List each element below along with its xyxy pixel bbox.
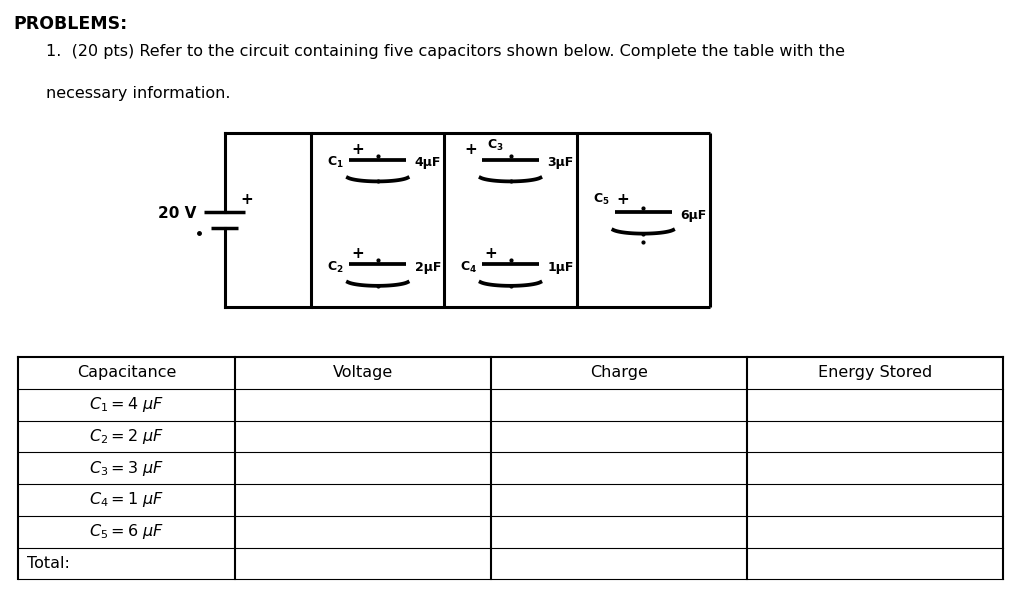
Text: Total:: Total: bbox=[27, 556, 69, 571]
Text: 1μF: 1μF bbox=[547, 261, 574, 274]
Text: Capacitance: Capacitance bbox=[77, 365, 177, 381]
Text: $C_4 = 1\ \mu F$: $C_4 = 1\ \mu F$ bbox=[89, 490, 164, 509]
Text: $C_5 = 6\ \mu F$: $C_5 = 6\ \mu F$ bbox=[89, 522, 164, 541]
Text: +: + bbox=[617, 192, 629, 206]
Text: +: + bbox=[484, 246, 496, 261]
Text: necessary information.: necessary information. bbox=[46, 86, 231, 100]
Text: +: + bbox=[351, 142, 363, 157]
Text: $C_2 = 2\ \mu F$: $C_2 = 2\ \mu F$ bbox=[89, 427, 164, 446]
Text: 6μF: 6μF bbox=[680, 208, 707, 222]
Text: Charge: Charge bbox=[590, 365, 647, 381]
Text: 2μF: 2μF bbox=[415, 261, 441, 274]
Text: $\mathbf{C_1}$: $\mathbf{C_1}$ bbox=[328, 155, 344, 171]
Text: Voltage: Voltage bbox=[333, 365, 393, 381]
Text: 1.  (20 pts) Refer to the circuit containing five capacitors shown below. Comple: 1. (20 pts) Refer to the circuit contain… bbox=[46, 44, 845, 59]
Text: 4μF: 4μF bbox=[415, 156, 441, 169]
Text: $C_3 = 3\ \mu F$: $C_3 = 3\ \mu F$ bbox=[89, 458, 164, 478]
Text: +: + bbox=[351, 246, 363, 261]
Text: $\mathbf{C_5}$: $\mathbf{C_5}$ bbox=[593, 192, 610, 206]
Text: +: + bbox=[465, 142, 477, 157]
Text: +: + bbox=[241, 192, 253, 207]
Text: $\mathbf{C_3}$: $\mathbf{C_3}$ bbox=[487, 137, 503, 153]
Text: 20 V: 20 V bbox=[157, 206, 196, 221]
Text: $\mathbf{C_2}$: $\mathbf{C_2}$ bbox=[328, 260, 344, 275]
Text: 3μF: 3μF bbox=[547, 156, 574, 169]
Text: $C_1 = 4\ \mu F$: $C_1 = 4\ \mu F$ bbox=[89, 395, 164, 414]
Text: Energy Stored: Energy Stored bbox=[818, 365, 932, 381]
Text: $\mathbf{C_4}$: $\mathbf{C_4}$ bbox=[459, 260, 477, 275]
Text: PROBLEMS:: PROBLEMS: bbox=[13, 15, 128, 33]
